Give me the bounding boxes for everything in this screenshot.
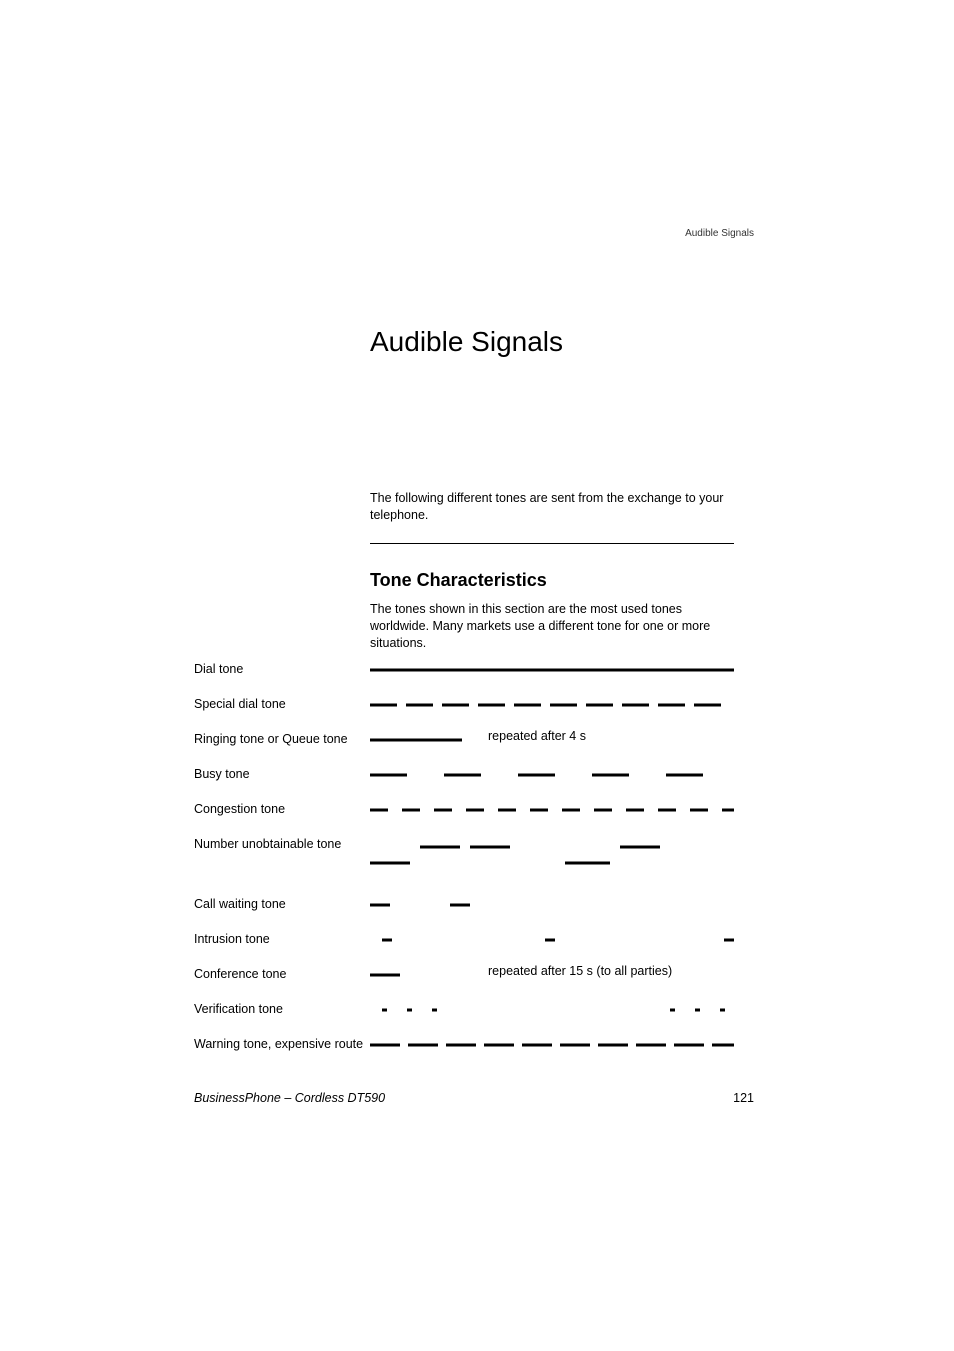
header-label: Audible Signals bbox=[685, 228, 754, 239]
section-heading: Tone Characteristics bbox=[370, 570, 547, 591]
tone-label: Busy tone bbox=[194, 767, 250, 781]
tone-row: Number unobtainable tone bbox=[194, 837, 734, 857]
intro-paragraph: The following different tones are sent f… bbox=[370, 490, 730, 524]
tone-label: Conference tone bbox=[194, 967, 286, 981]
section-divider bbox=[370, 543, 734, 544]
tone-pattern bbox=[370, 668, 734, 692]
tone-row: Verification tone bbox=[194, 1002, 734, 1022]
tone-pattern bbox=[370, 843, 734, 871]
tone-row: Dial tone bbox=[194, 662, 734, 682]
tone-pattern bbox=[370, 773, 734, 797]
tone-label: Intrusion tone bbox=[194, 932, 270, 946]
page-title: Audible Signals bbox=[370, 326, 563, 358]
tone-label: Ringing tone or Queue tone bbox=[194, 732, 348, 746]
tone-row: Warning tone, expensive route bbox=[194, 1037, 734, 1057]
tone-note: repeated after 15 s (to all parties) bbox=[488, 964, 672, 978]
tone-label: Call waiting tone bbox=[194, 897, 286, 911]
tone-pattern bbox=[370, 808, 734, 832]
section-paragraph: The tones shown in this section are the … bbox=[370, 601, 730, 652]
tone-pattern bbox=[370, 1008, 734, 1032]
tone-label: Congestion tone bbox=[194, 802, 285, 816]
tone-pattern bbox=[370, 1043, 734, 1067]
tone-label: Dial tone bbox=[194, 662, 243, 676]
tone-row: Busy tone bbox=[194, 767, 734, 787]
tone-label: Number unobtainable tone bbox=[194, 837, 341, 851]
tone-row: Intrusion tone bbox=[194, 932, 734, 952]
tone-label: Special dial tone bbox=[194, 697, 286, 711]
tone-pattern bbox=[370, 903, 734, 927]
tone-label: Verification tone bbox=[194, 1002, 283, 1016]
tone-pattern bbox=[370, 938, 734, 962]
tone-row: Congestion tone bbox=[194, 802, 734, 822]
tone-pattern bbox=[370, 703, 734, 727]
tone-row: Call waiting tone bbox=[194, 897, 734, 917]
tone-label: Warning tone, expensive route bbox=[194, 1037, 363, 1051]
tone-note: repeated after 4 s bbox=[488, 729, 586, 743]
tone-row: Ringing tone or Queue tone bbox=[194, 732, 734, 752]
footer-left: BusinessPhone – Cordless DT590 bbox=[194, 1091, 385, 1105]
page-number: 121 bbox=[733, 1091, 754, 1105]
tone-row: Special dial tone bbox=[194, 697, 734, 717]
